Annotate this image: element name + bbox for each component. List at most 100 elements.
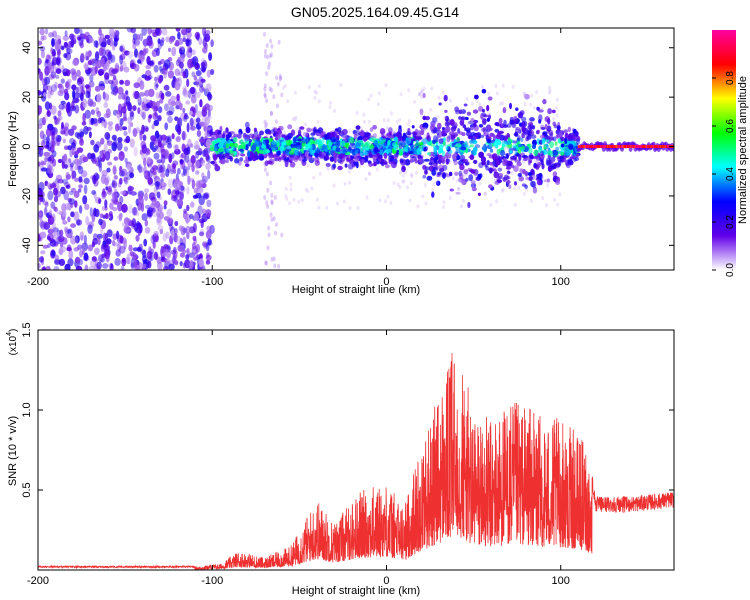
spectral-blob [185,254,190,260]
spectral-blob [51,213,56,223]
spectral-blob [192,235,197,241]
spectral-blob [54,41,60,51]
spectral-blob [435,154,439,160]
spectral-blob [367,171,371,176]
spectral-blob [156,164,163,174]
spectral-blob [507,180,511,185]
spectral-blob [263,31,266,37]
spectral-blob [432,139,436,144]
spectral-blob [45,140,50,148]
spectral-blob [177,31,181,40]
spectral-blob [108,211,113,217]
spectral-blob [85,56,90,61]
spectral-blob [119,195,124,204]
spectral-blob [54,137,59,142]
spectral-blob [414,158,418,164]
spectral-blob [46,109,51,116]
spectral-blob [455,143,459,148]
spectral-blob [325,155,330,160]
spectral-blob [185,28,192,33]
spectral-blob [179,102,183,111]
spectral-blob [191,163,195,173]
spectral-blob [199,85,204,93]
spectral-blob [157,225,164,232]
spectral-blob [503,159,509,165]
spectral-blob [555,113,559,118]
spectral-blob [340,132,343,136]
spectral-blob [129,138,135,148]
spectral-blob [319,156,323,161]
spectral-blob [94,85,101,92]
spectral-blob [446,158,451,163]
spectral-blob [233,133,239,138]
spectral-blob [169,168,174,175]
spectral-blob [275,222,278,228]
spectral-blob [186,31,192,39]
spectral-blob [157,61,162,65]
spectral-blob [445,144,449,150]
spectral-blob [118,151,125,161]
spectral-blob [129,110,134,118]
spectral-blob [466,121,470,126]
spectral-blob [428,152,432,157]
spectral-blob [299,126,305,130]
spectral-blob [70,211,75,218]
spectral-blob [53,187,58,196]
spectral-blob [520,137,524,142]
spectral-blob [79,128,84,139]
spectral-blob [189,252,195,258]
spectrogram-x-label: Height of straight line (km) [292,284,420,296]
spectral-blob [267,61,271,67]
spectral-blob [63,190,69,201]
spectral-blob [321,136,325,144]
spectral-blob [66,184,71,189]
spectral-blob [91,118,98,124]
spectral-blob [40,250,46,255]
spectral-blob [52,150,57,158]
spectral-blob [436,173,440,178]
spectral-blob [101,120,105,127]
spectral-blob [463,103,468,107]
spectral-blob [118,245,126,254]
colorbar-tick-label: 0.2 [725,215,736,229]
spectral-blob [448,171,453,177]
spectral-blob [206,225,212,232]
spectral-blob [553,197,556,202]
spectral-blob [342,199,346,204]
spectral-blob [211,134,216,138]
spectral-blob [301,155,305,160]
spectral-blob [38,68,41,73]
spectral-blob [467,201,471,209]
spectral-blob [431,188,435,193]
spectral-blob [50,89,54,96]
spectral-blob [386,118,390,123]
spectral-blob [121,257,127,267]
spectral-blob [272,94,276,100]
spectral-blob [481,108,485,113]
spectral-blob [258,150,265,154]
spectral-blob [414,154,418,159]
spectral-blob [304,151,308,158]
spectral-blob [142,134,147,141]
spectral-blob [523,102,527,106]
spectral-blob [102,263,109,269]
spectral-blob [314,160,320,166]
spectral-blob [208,52,213,61]
spectral-blob [150,196,157,202]
spectral-blob [350,139,354,144]
spectral-blob [119,67,123,72]
spectral-blob [132,105,137,111]
spectral-blob [168,98,172,106]
spectral-blob [272,146,277,151]
spectral-blob [44,76,51,85]
spectral-blob [525,175,528,180]
spectrogram-frame [37,27,675,271]
spectral-blob [133,82,140,89]
spectral-blob [292,136,298,142]
spectral-blob [66,101,71,111]
spectral-blob [297,199,301,204]
spectral-blob [478,102,482,107]
spectral-blob [292,197,296,202]
spectral-blob [51,38,55,47]
spectral-blob [172,249,178,259]
